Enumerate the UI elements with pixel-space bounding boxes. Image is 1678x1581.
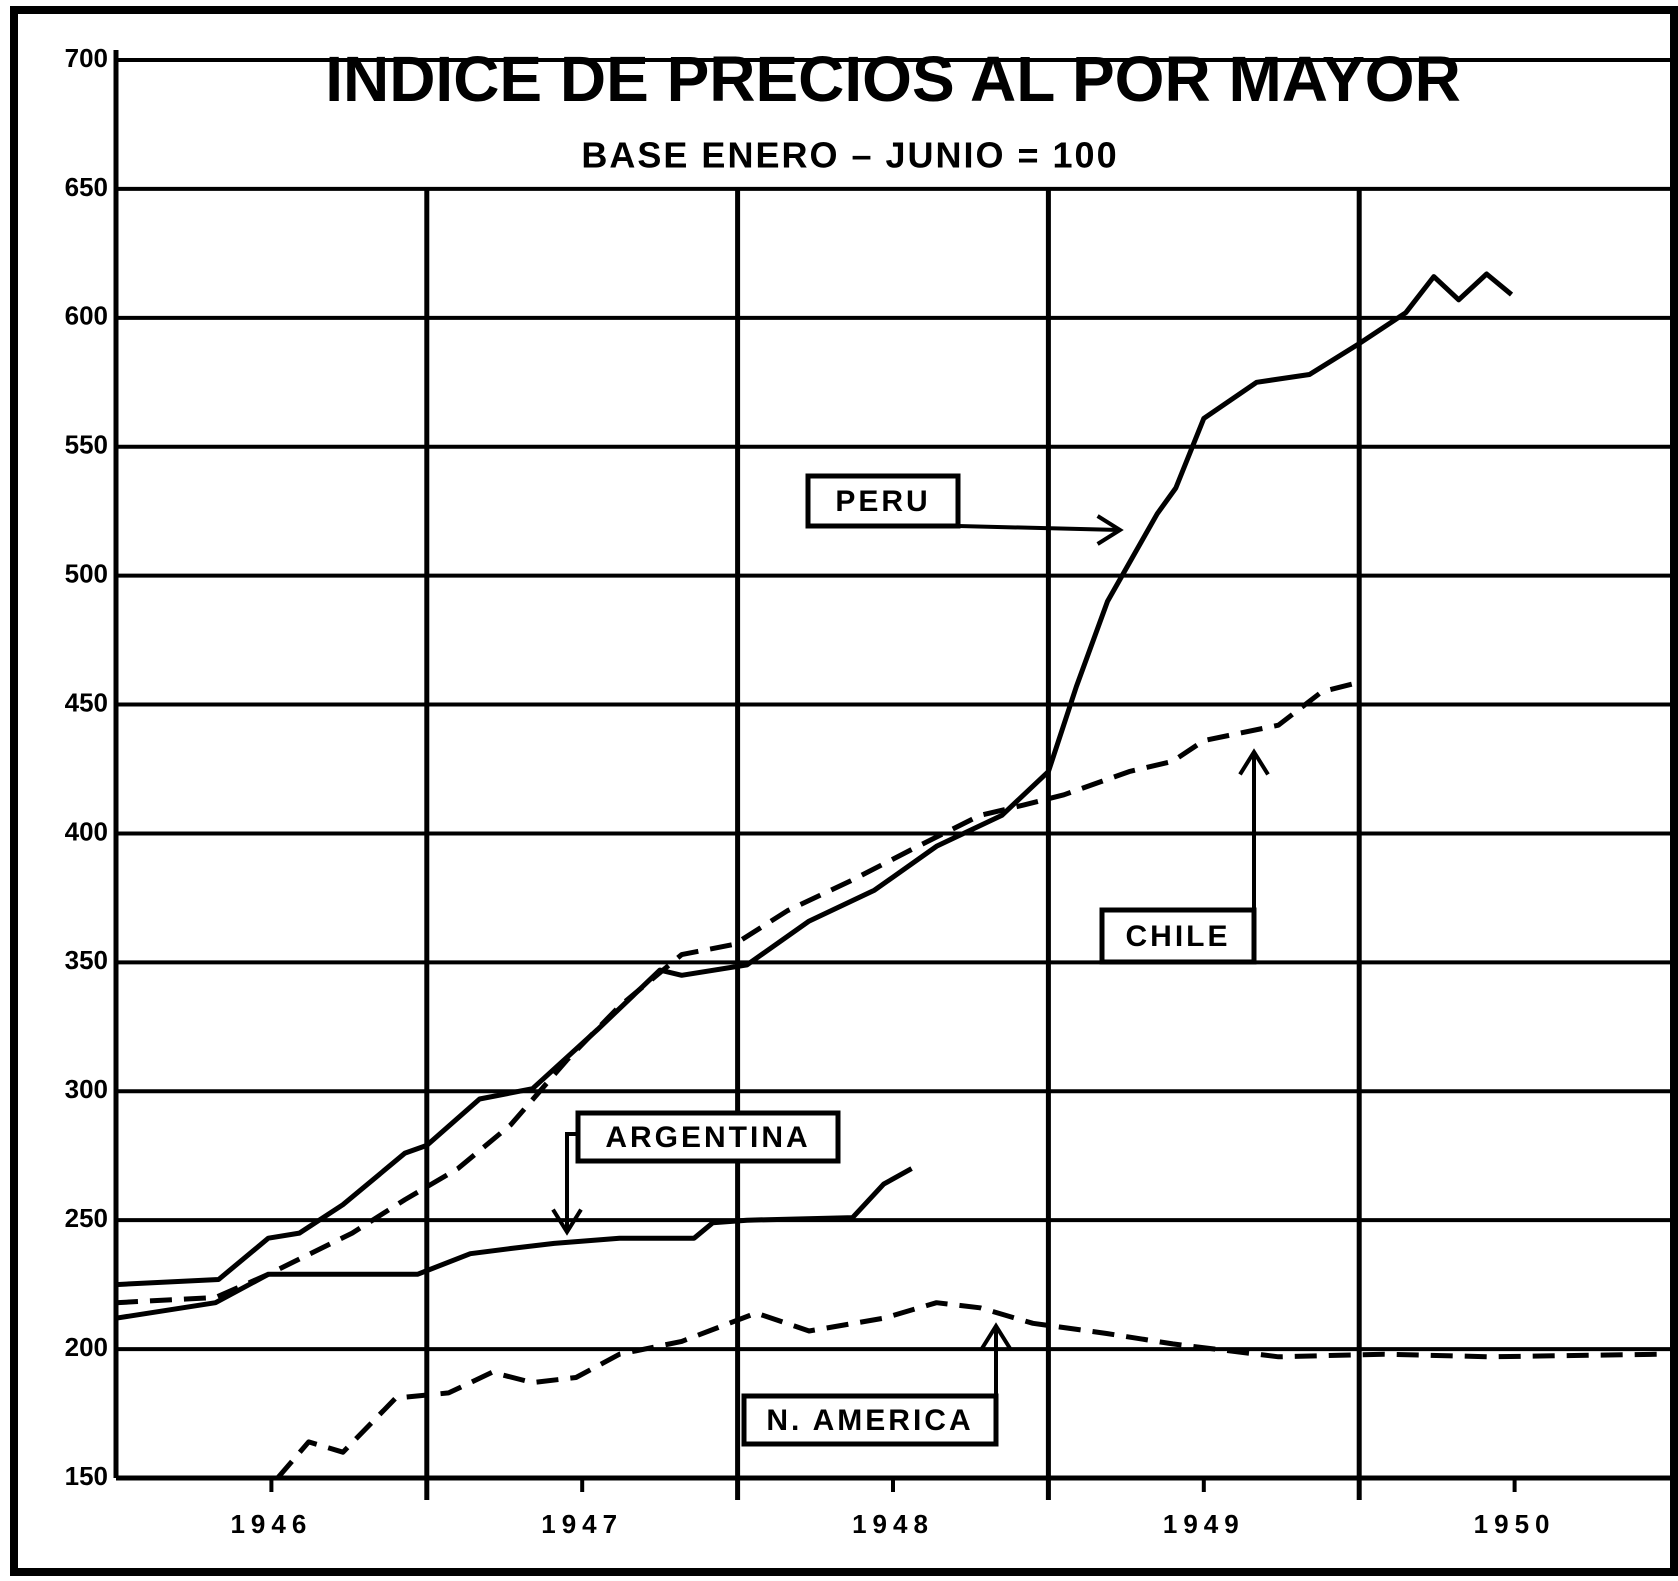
label-box (805, 473, 961, 529)
y-tick-label: 300 (65, 1074, 108, 1104)
x-tick-label: 1950 (1474, 1509, 1556, 1539)
x-tick-label: 1946 (230, 1509, 312, 1539)
y-tick-label: 600 (65, 301, 108, 331)
series-label: PERU (835, 485, 930, 518)
arrow-head (1096, 514, 1124, 546)
series-label: N. AMERICA (766, 1404, 973, 1437)
chart-title: INDICE DE PRECIOS AL POR MAYOR (325, 43, 1461, 115)
y-tick-label: 200 (65, 1332, 108, 1362)
y-tick-label: 550 (65, 430, 108, 460)
chart-subtitle: BASE ENERO – JUNIO = 100 (581, 135, 1118, 176)
series-label: CHILE (1126, 920, 1231, 953)
frame (10, 6, 1678, 1576)
y-tick-label: 350 (65, 945, 108, 975)
arrow-head (980, 1322, 1012, 1350)
y-tick-label: 500 (65, 559, 108, 589)
y-tick-label: 250 (65, 1203, 108, 1233)
x-tick-label: 1949 (1163, 1509, 1245, 1539)
series-line (115, 1166, 913, 1321)
y-tick-label: 450 (65, 687, 108, 717)
series-label: ARGENTINA (605, 1121, 810, 1154)
y-tick-label: 150 (65, 1461, 108, 1491)
x-tick-label: 1947 (541, 1509, 623, 1539)
arrow (565, 1132, 578, 1232)
series-line (115, 681, 1354, 1306)
arrow-head (551, 1208, 583, 1236)
series-line (115, 271, 1514, 1288)
arrow (957, 524, 1121, 532)
y-tick-label: 650 (65, 172, 108, 202)
label-box (575, 1110, 841, 1164)
series-line (275, 1300, 1661, 1480)
label-box (1099, 907, 1257, 965)
arrow-head (1238, 748, 1270, 776)
x-tick-label: 1948 (852, 1509, 934, 1539)
y-tick-label: 400 (65, 816, 108, 846)
y-tick-label: 700 (65, 43, 108, 73)
